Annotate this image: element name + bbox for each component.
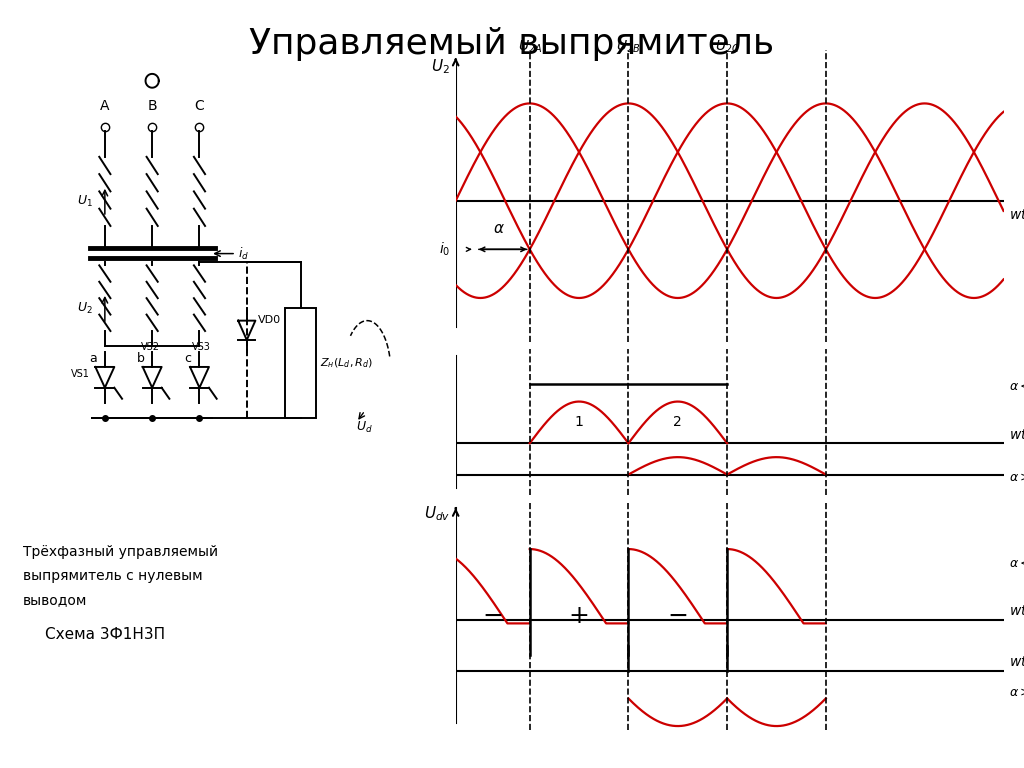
Text: −: − bbox=[668, 604, 688, 628]
Text: $U_{2B}$: $U_{2B}$ bbox=[616, 38, 641, 55]
Text: B: B bbox=[147, 99, 157, 114]
Text: $U_1$: $U_1$ bbox=[77, 194, 93, 209]
Text: $i_d$: $i_d$ bbox=[239, 246, 249, 262]
Text: $\alpha$: $\alpha$ bbox=[494, 220, 505, 236]
Text: VS2: VS2 bbox=[140, 342, 160, 352]
Text: $\alpha < 90°$: $\alpha < 90°$ bbox=[1010, 557, 1024, 570]
Text: b: b bbox=[136, 352, 144, 365]
Text: c: c bbox=[184, 352, 191, 365]
Text: $U_2$: $U_2$ bbox=[431, 57, 450, 76]
Text: $wt$: $wt$ bbox=[1010, 428, 1024, 442]
Bar bbox=[286, 308, 315, 418]
Text: $wt$: $wt$ bbox=[1010, 604, 1024, 618]
Text: 2: 2 bbox=[674, 415, 682, 429]
Text: $\alpha > 90°$: $\alpha > 90°$ bbox=[1010, 472, 1024, 485]
Text: +: + bbox=[568, 604, 590, 628]
Text: $U_{2C}$: $U_{2C}$ bbox=[715, 38, 739, 55]
Text: выводом: выводом bbox=[24, 593, 87, 607]
Text: $Z_н(L_d,R_d)$: $Z_н(L_d,R_d)$ bbox=[319, 356, 373, 370]
Text: C: C bbox=[195, 99, 205, 114]
Text: $i_0$: $i_0$ bbox=[438, 240, 450, 258]
Text: Схема 3Ф1Н3П: Схема 3Ф1Н3П bbox=[45, 627, 165, 641]
Text: A: A bbox=[100, 99, 110, 114]
Text: Трёхфазный управляемый: Трёхфазный управляемый bbox=[24, 545, 218, 558]
Text: −: − bbox=[482, 604, 503, 628]
Text: $wt$: $wt$ bbox=[1010, 208, 1024, 223]
Text: $wt$: $wt$ bbox=[1010, 655, 1024, 670]
Text: VS1: VS1 bbox=[71, 369, 90, 379]
Text: $U_d$: $U_d$ bbox=[356, 420, 373, 435]
Text: $\alpha > 90°$: $\alpha > 90°$ bbox=[1010, 686, 1024, 699]
Text: $\alpha < 90°$: $\alpha < 90°$ bbox=[1010, 379, 1024, 392]
Text: выпрямитель с нулевым: выпрямитель с нулевым bbox=[24, 569, 203, 583]
Text: Управляемый выпрямитель: Управляемый выпрямитель bbox=[250, 27, 774, 61]
Text: 1: 1 bbox=[574, 415, 584, 429]
Text: a: a bbox=[89, 352, 97, 365]
Text: $U_2$: $U_2$ bbox=[77, 301, 93, 316]
Text: VS3: VS3 bbox=[193, 342, 211, 352]
Text: $U_{dv}$: $U_{dv}$ bbox=[424, 505, 450, 523]
Text: $U_{2A}$: $U_{2A}$ bbox=[517, 38, 542, 55]
Text: VD0: VD0 bbox=[258, 315, 281, 325]
